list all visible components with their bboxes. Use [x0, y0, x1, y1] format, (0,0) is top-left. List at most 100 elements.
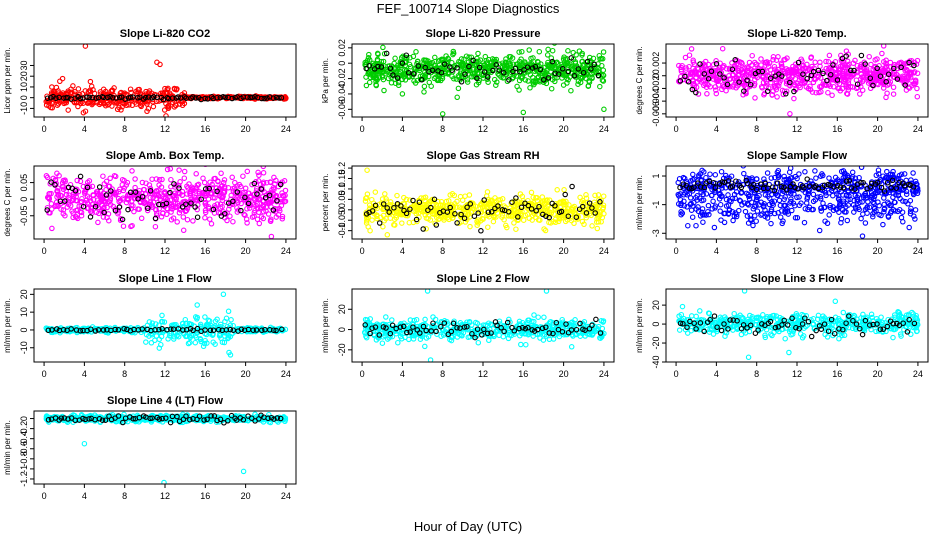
data-point [443, 198, 450, 205]
data-point [464, 204, 470, 211]
data-point [754, 196, 760, 203]
data-point [65, 201, 72, 208]
data-point [520, 217, 527, 223]
data-point [884, 90, 890, 97]
data-point [143, 180, 149, 186]
data-point [746, 196, 753, 202]
data-point [525, 78, 531, 84]
data-point [109, 95, 116, 101]
data-point [911, 213, 917, 219]
data-point [719, 193, 725, 199]
data-point [274, 197, 280, 204]
data-point [146, 333, 152, 339]
data-point [202, 215, 208, 221]
data-point [830, 62, 836, 68]
data-point [156, 201, 162, 208]
data-point [791, 88, 797, 95]
data-point [433, 222, 440, 228]
data-point [708, 153, 712, 157]
data-point [108, 88, 115, 94]
data-point [240, 189, 246, 196]
data-point [565, 77, 571, 83]
data-point [849, 169, 856, 176]
data-point [497, 196, 503, 203]
data-point [481, 197, 487, 203]
data-point [392, 222, 398, 228]
data-point [438, 202, 444, 208]
data-point [103, 186, 109, 193]
data-point [161, 195, 167, 201]
data-point [374, 212, 380, 218]
panel-title: Slope Amb. Box Temp. [106, 150, 225, 162]
data-points [43, 291, 289, 358]
data-point [677, 191, 683, 197]
data-point [54, 102, 61, 108]
data-point [487, 201, 494, 207]
y-tick-label: 0 [337, 207, 347, 212]
data-point [201, 179, 208, 186]
data-point [676, 176, 683, 182]
data-point [546, 214, 552, 221]
data-point [165, 336, 171, 342]
x-tick-label: 16 [200, 124, 210, 134]
data-point [364, 167, 370, 173]
data-point [579, 50, 585, 57]
data-point [202, 337, 208, 344]
y-tick-label: 0 [19, 327, 29, 332]
data-point [493, 62, 500, 68]
data-point [579, 203, 586, 210]
data-point [712, 188, 719, 194]
data-point [873, 172, 880, 179]
data-point [204, 321, 210, 328]
data-point [712, 185, 719, 191]
data-point [176, 167, 182, 173]
data-point [686, 52, 693, 58]
data-point [124, 179, 131, 186]
data-point [881, 188, 888, 194]
data-point [363, 195, 369, 202]
data-point [214, 188, 220, 195]
data-point [854, 84, 861, 91]
data-point [544, 52, 551, 58]
data-point [827, 204, 834, 211]
data-point [521, 67, 527, 73]
data-point [202, 327, 208, 333]
data-point [748, 216, 754, 222]
data-point [104, 214, 110, 221]
data-point [116, 188, 122, 195]
data-point [890, 84, 897, 91]
data-point [733, 178, 739, 184]
data-point [703, 191, 710, 197]
data-point [690, 80, 697, 87]
data-point [87, 214, 94, 220]
data-point [812, 168, 818, 174]
data-point [212, 175, 218, 182]
data-point [394, 192, 400, 199]
data-point [889, 177, 896, 184]
data-point [812, 59, 818, 66]
data-point [787, 166, 794, 171]
data-point [700, 61, 706, 67]
data-point [277, 181, 284, 188]
data-point [477, 205, 483, 212]
data-point [164, 166, 171, 173]
data-point [382, 191, 388, 197]
data-point [710, 198, 716, 205]
data-point [62, 198, 68, 204]
data-point [202, 314, 208, 320]
data-point [276, 95, 282, 101]
data-point [244, 168, 251, 175]
y-axis-label: degrees C per min. [3, 168, 12, 236]
data-point [450, 48, 457, 55]
data-point [103, 192, 110, 198]
data-point [112, 326, 118, 333]
data-point [846, 177, 853, 184]
data-point [525, 202, 532, 209]
data-point [783, 187, 790, 193]
data-point [88, 326, 94, 332]
x-tick-label: 8 [754, 246, 759, 256]
data-point [545, 75, 552, 81]
data-point [518, 74, 524, 80]
y-tick-label: 0 [651, 73, 661, 78]
y-axis-label: degrees C per min. [635, 46, 644, 114]
